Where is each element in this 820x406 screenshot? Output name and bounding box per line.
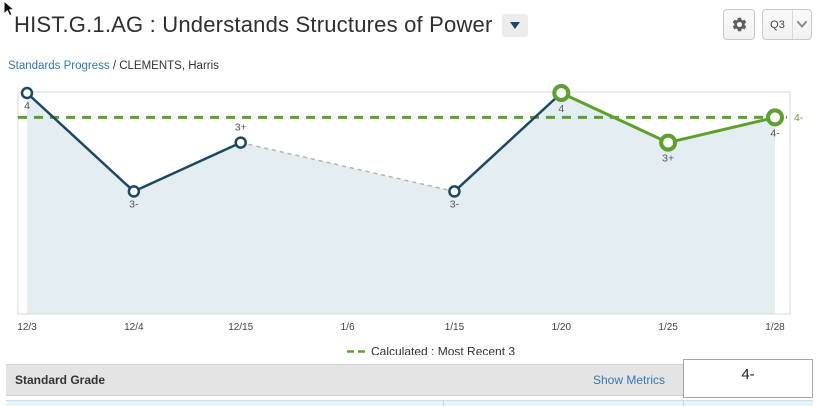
gear-icon — [732, 17, 746, 32]
settings-button[interactable] — [723, 9, 755, 40]
x-axis-label: 1/15 — [445, 322, 465, 333]
page-title: HIST.G.1.AG : Understands Structures of … — [14, 12, 493, 37]
data-point[interactable] — [127, 185, 141, 198]
line-segment — [453, 92, 563, 193]
breadcrumb: Standards Progress / CLEMENTS, Harris — [8, 60, 219, 72]
point-grade-label: 3+ — [235, 122, 247, 134]
x-axis-label: 1/20 — [552, 322, 572, 333]
legend-label: Calculated : Most Recent 3 — [371, 345, 515, 356]
point-grade-label: 3- — [450, 198, 460, 210]
mouse-cursor-icon — [3, 0, 16, 17]
line-segment — [560, 91, 669, 144]
x-axis-label: 1/25 — [658, 322, 678, 333]
point-grade-label: 3+ — [662, 153, 674, 165]
point-grade-label: 4 — [24, 100, 30, 112]
x-axis-label: 1/28 — [765, 322, 785, 333]
x-axis-label: 12/4 — [124, 322, 144, 333]
x-axis-label: 1/6 — [341, 322, 355, 333]
line-segment — [26, 92, 135, 193]
grade-value: 4- — [741, 365, 755, 383]
title-dropdown-button[interactable] — [501, 13, 528, 37]
line-segment — [667, 115, 776, 145]
data-point[interactable] — [234, 136, 247, 149]
data-point[interactable] — [766, 108, 784, 127]
point-grade-label: 4 — [558, 103, 564, 115]
show-metrics-link[interactable]: Show Metrics — [592, 373, 665, 387]
calculated-grade-annotation: 4- — [794, 112, 804, 124]
divider — [792, 10, 793, 39]
table-cell — [444, 401, 684, 406]
breadcrumb-separator: / — [109, 60, 120, 72]
title-bar: HIST.G.1.AG : Understands Structures of … — [14, 12, 528, 38]
data-point[interactable] — [448, 185, 461, 198]
point-grade-label: 3- — [129, 198, 139, 210]
progress-chart: 4- 4 3- 3+ 3- 4 3+ 4- 12/3 12/4 12/15 1/6 1/15 1/20 1/… — [17, 84, 804, 356]
breadcrumb-student: CLEMENTS, Harris — [119, 60, 219, 72]
quarter-label: Q3 — [770, 18, 785, 31]
data-point[interactable] — [552, 84, 571, 102]
breadcrumb-link[interactable]: Standards Progress — [8, 60, 110, 72]
caret-down-icon — [509, 21, 520, 29]
table-cell — [6, 401, 444, 406]
data-point[interactable] — [20, 86, 34, 100]
x-axis-label: 12/15 — [228, 322, 253, 333]
table-cell — [684, 401, 813, 406]
data-point[interactable] — [659, 133, 678, 152]
x-axis-label: 12/3 — [17, 322, 37, 333]
grade-value-box[interactable]: 4- — [683, 359, 813, 398]
standard-grade-bar: Standard Grade Show Metrics — [6, 364, 813, 396]
next-table-row — [6, 400, 813, 406]
standard-grade-label: Standard Grade — [15, 373, 106, 387]
chevron-down-icon — [797, 21, 807, 28]
line-segment — [133, 141, 242, 193]
point-grade-label: 4- — [770, 127, 780, 139]
quarter-dropdown[interactable]: Q3 — [762, 9, 812, 40]
area-fill — [27, 93, 775, 314]
